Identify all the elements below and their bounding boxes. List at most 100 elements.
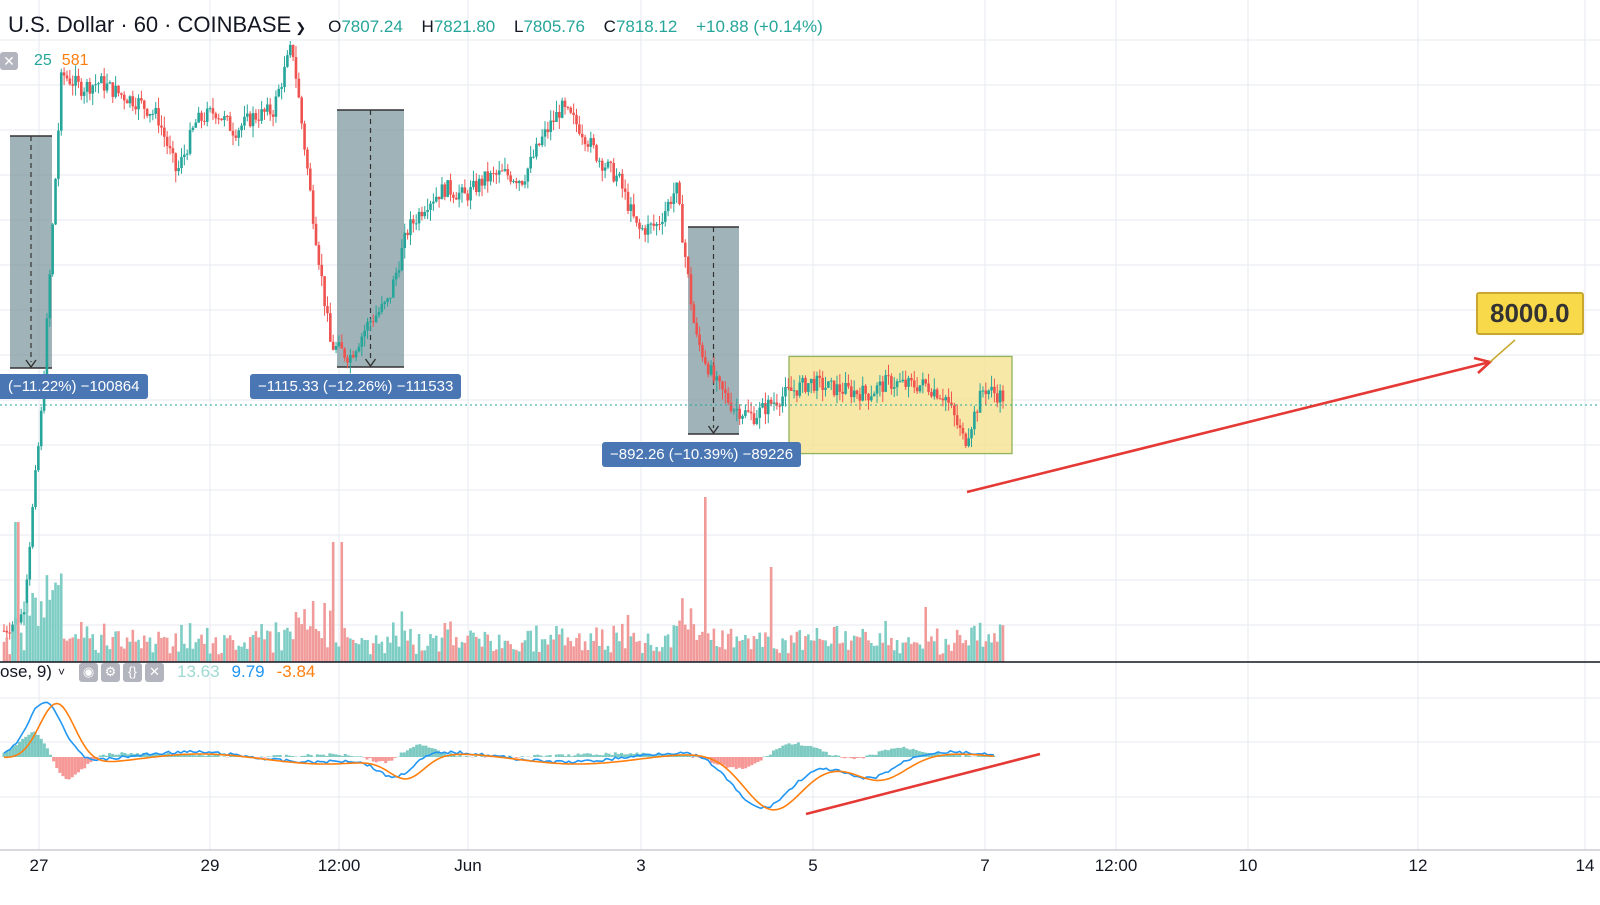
candle-body (86, 82, 89, 92)
volume-bar (853, 636, 856, 662)
candle-body (982, 391, 985, 392)
volume-bar (970, 628, 973, 662)
volume-bar (993, 633, 996, 662)
macd-histogram-bar (623, 754, 626, 757)
candle-body (801, 378, 804, 383)
candle-body (249, 114, 252, 127)
volume-bar (57, 585, 60, 662)
candle-body (275, 96, 278, 116)
volume-bar (275, 622, 278, 662)
volume-bar (870, 643, 873, 662)
candle-body (423, 212, 426, 216)
volume-bar (764, 632, 767, 662)
macd-histogram-bar (356, 756, 359, 757)
volume-bar (323, 603, 326, 662)
volume-bar (355, 643, 358, 662)
volume-bar (109, 649, 112, 662)
volume-bar (232, 640, 235, 662)
candle-body (212, 108, 215, 113)
macd-histogram-bar (859, 757, 862, 758)
macd-histogram-bar (881, 751, 884, 757)
candle-body (959, 425, 962, 428)
volume-bar (372, 643, 375, 662)
macd-title[interactable]: ose, 9) (0, 662, 52, 682)
candle-body (449, 180, 452, 195)
candle-body (793, 390, 796, 391)
volume-bar (20, 633, 23, 662)
volume-bar (277, 632, 280, 662)
volume-bar (292, 639, 295, 662)
macd-histogram-bar (263, 757, 266, 758)
candle-body (383, 302, 386, 304)
macd-histogram-bar (418, 744, 421, 757)
candle-body (827, 381, 830, 387)
candle-body (753, 413, 756, 424)
volume-bar (899, 653, 902, 662)
candle-body (985, 391, 988, 395)
volume-bar (767, 637, 770, 662)
exchange-name[interactable]: COINBASE (178, 12, 292, 38)
symbol-name[interactable]: U.S. Dollar (8, 12, 114, 38)
volume-bar (996, 642, 999, 662)
candle-body (549, 121, 552, 132)
volume-bar (183, 644, 186, 662)
volume-bar (627, 615, 630, 662)
volume-bar (839, 643, 842, 662)
candle-body (913, 380, 916, 387)
volume-bar (283, 630, 286, 662)
volume-bar (922, 649, 925, 662)
eye-icon[interactable]: ◉ (79, 663, 98, 682)
volume-bar (541, 639, 544, 662)
candle-body (979, 391, 982, 413)
volume-bar (896, 640, 899, 662)
macd-histogram-bar (899, 748, 902, 757)
x-tick-label: 29 (201, 856, 220, 876)
volume-bar (547, 645, 550, 662)
candle-body (690, 274, 693, 304)
candle-body (329, 313, 332, 342)
candle-body (747, 410, 750, 411)
change-value: +10.88 (+0.14%) (696, 17, 823, 36)
close-icon[interactable]: ✕ (145, 663, 164, 682)
volume-bar (933, 641, 936, 662)
volume-bar (172, 646, 175, 662)
candle-body (916, 387, 919, 391)
candle-body (478, 179, 481, 192)
source-code-icon[interactable]: {} (123, 663, 142, 682)
macd-histogram-bar (595, 755, 598, 757)
chevron-down-icon[interactable]: ˅ (58, 665, 65, 679)
candle-body (881, 381, 884, 391)
candle-body (956, 415, 959, 425)
volume-bar (959, 635, 962, 662)
volume-bar (604, 650, 607, 662)
gear-icon[interactable]: ⚙ (101, 663, 120, 682)
candle-body (899, 381, 902, 382)
macd-histogram-bar (778, 748, 781, 757)
volume-bar (727, 634, 730, 662)
target-price-callout[interactable]: 8000.0 (1476, 292, 1584, 335)
macd-histogram-bar (307, 754, 310, 757)
candle-body (902, 380, 905, 382)
x-tick-label: 27 (30, 856, 49, 876)
candle-body (607, 162, 610, 168)
volume-bar (260, 624, 263, 662)
candle-body (63, 72, 66, 75)
candle-body (787, 387, 790, 388)
volume-bar (509, 644, 512, 662)
candle-body (595, 145, 598, 161)
macd-histogram-bar (77, 757, 80, 772)
volume-bar (203, 644, 206, 662)
volume-bar (592, 641, 595, 662)
divergence-line (806, 754, 1040, 814)
interval-value[interactable]: 60 (134, 12, 158, 38)
chevron-down-icon[interactable]: ❯ (295, 20, 306, 36)
candle-body (750, 412, 753, 414)
candle-body (484, 171, 487, 185)
volume-bar (51, 590, 54, 662)
volume-bar (444, 623, 447, 662)
volume-bar (684, 625, 687, 662)
macd-histogram-bar (350, 756, 353, 757)
macd-histogram-bar (831, 756, 834, 757)
close-icon[interactable]: ✕ (0, 52, 18, 70)
candle-body (120, 93, 123, 94)
